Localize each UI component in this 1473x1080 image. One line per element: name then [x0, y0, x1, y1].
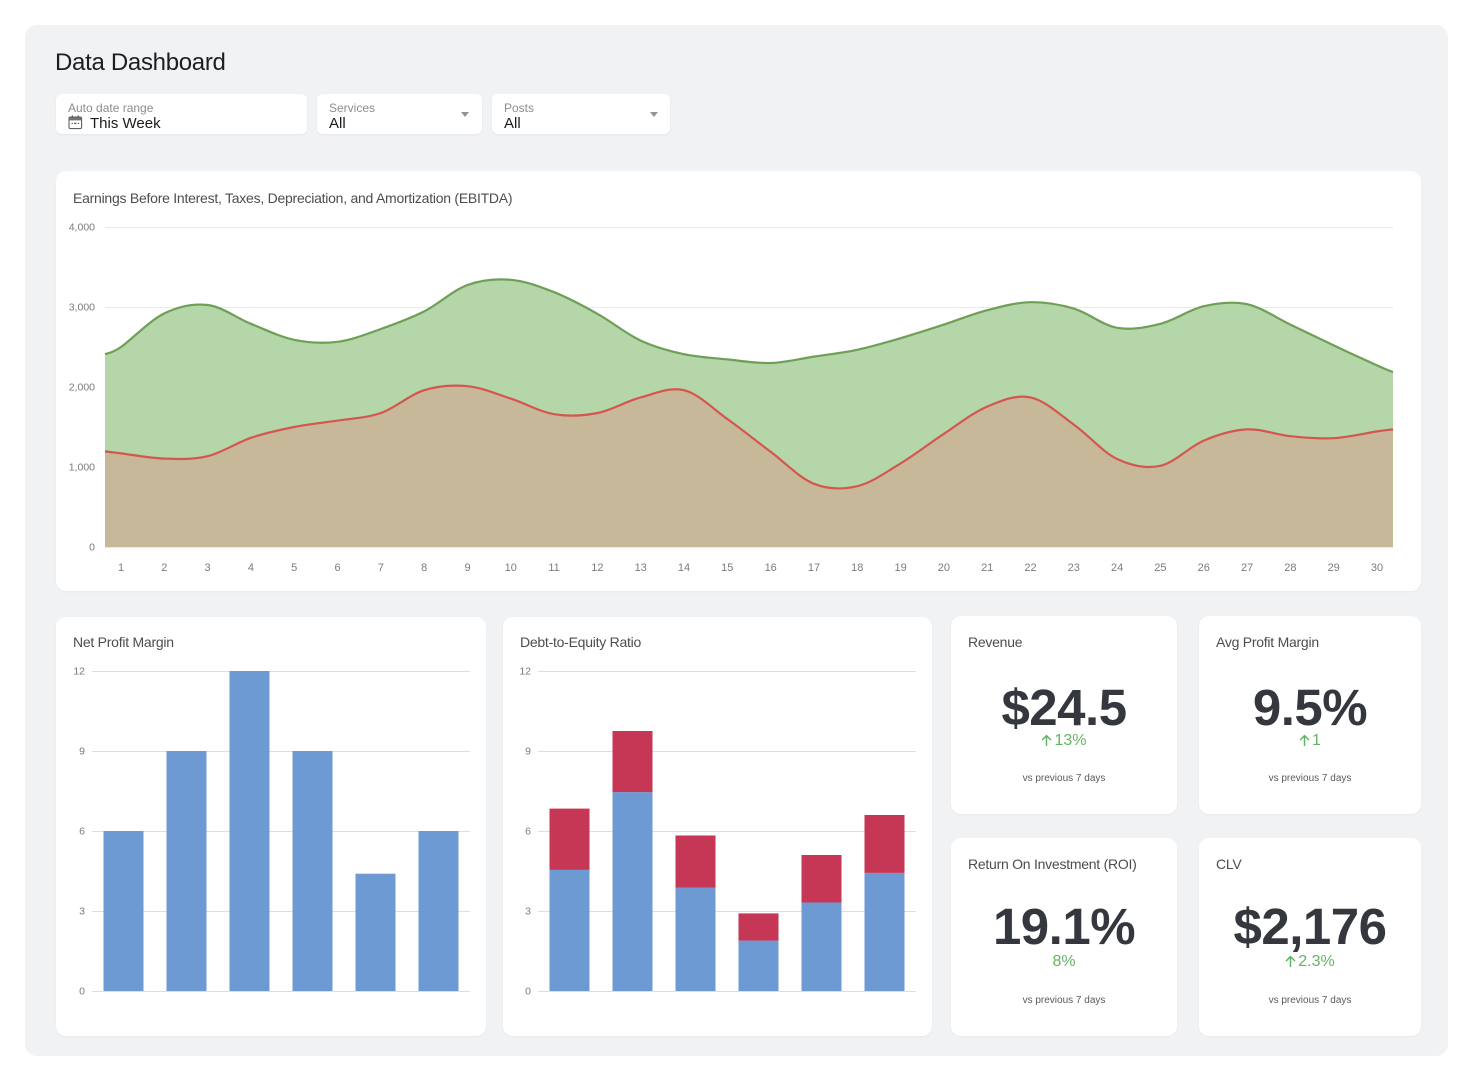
- svg-text:6: 6: [79, 826, 85, 838]
- svg-text:12: 12: [73, 666, 85, 678]
- svg-text:16: 16: [765, 562, 777, 574]
- svg-text:25: 25: [1154, 562, 1166, 574]
- svg-text:13: 13: [635, 562, 647, 574]
- svg-text:23: 23: [1068, 562, 1080, 574]
- svg-text:3: 3: [525, 906, 531, 918]
- svg-text:28: 28: [1284, 562, 1296, 574]
- svg-text:27: 27: [1241, 562, 1253, 574]
- svg-text:1,000: 1,000: [69, 462, 95, 474]
- svg-text:4: 4: [248, 562, 254, 574]
- svg-text:5: 5: [291, 562, 297, 574]
- svg-text:15: 15: [721, 562, 733, 574]
- svg-text:2,000: 2,000: [69, 382, 95, 394]
- svg-text:11: 11: [548, 562, 559, 574]
- svg-text:10: 10: [505, 562, 517, 574]
- svg-text:30: 30: [1371, 562, 1383, 574]
- svg-text:20: 20: [938, 562, 950, 574]
- svg-text:1: 1: [118, 562, 124, 574]
- svg-text:9: 9: [464, 562, 470, 574]
- svg-text:22: 22: [1024, 562, 1036, 574]
- svg-text:2: 2: [161, 562, 167, 574]
- svg-text:4,000: 4,000: [69, 222, 95, 234]
- svg-text:6: 6: [335, 562, 341, 574]
- svg-text:0: 0: [525, 986, 531, 998]
- svg-text:19: 19: [894, 562, 906, 574]
- svg-text:12: 12: [519, 666, 531, 678]
- svg-text:24: 24: [1111, 562, 1123, 574]
- svg-text:29: 29: [1328, 562, 1340, 574]
- svg-text:0: 0: [89, 542, 95, 554]
- svg-text:14: 14: [678, 562, 690, 574]
- svg-text:17: 17: [808, 562, 820, 574]
- svg-text:18: 18: [851, 562, 863, 574]
- svg-text:6: 6: [525, 826, 531, 838]
- svg-text:3: 3: [79, 906, 85, 918]
- svg-text:9: 9: [525, 746, 531, 758]
- svg-text:12: 12: [591, 562, 603, 574]
- svg-text:26: 26: [1198, 562, 1210, 574]
- svg-text:7: 7: [378, 562, 384, 574]
- svg-text:3: 3: [205, 562, 211, 574]
- svg-text:0: 0: [79, 986, 85, 998]
- svg-text:21: 21: [981, 562, 993, 574]
- svg-text:9: 9: [79, 746, 85, 758]
- svg-text:3,000: 3,000: [69, 302, 95, 314]
- svg-text:8: 8: [421, 562, 427, 574]
